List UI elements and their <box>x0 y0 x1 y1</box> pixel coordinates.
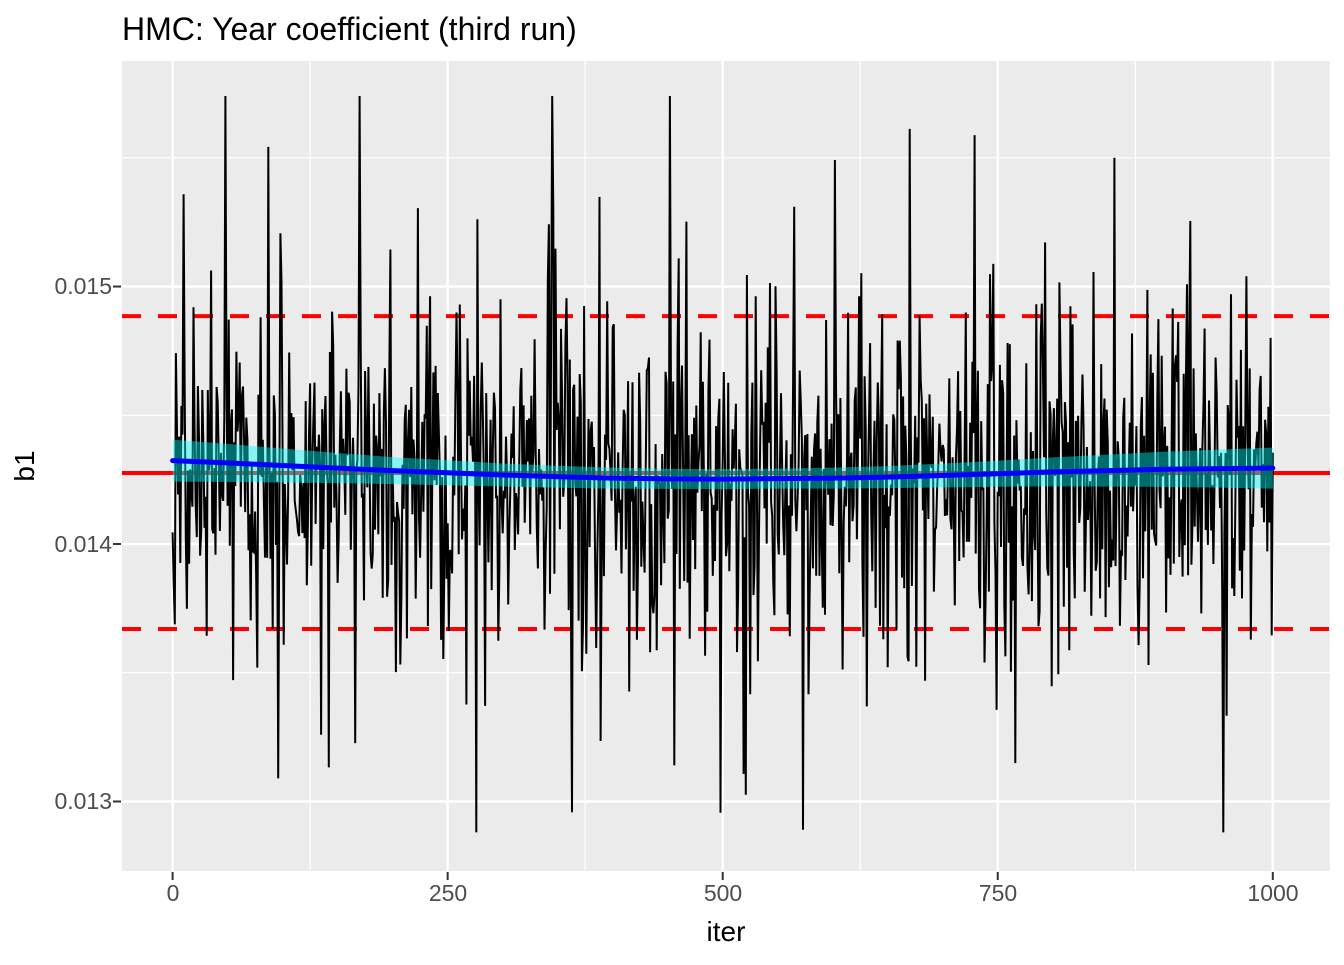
y-tick-label-0.014: 0.014 <box>54 531 112 557</box>
y-axis-title: b1 <box>9 450 40 481</box>
x-tick-label-1000: 1000 <box>1247 880 1298 906</box>
mcmc-trace-layer <box>171 95 1274 833</box>
smooth-confidence-ribbon <box>172 439 1273 490</box>
smooth-trend-layer <box>170 439 1276 490</box>
smooth-trend-line <box>170 458 1276 482</box>
y-tick-label-0.015: 0.015 <box>54 273 112 299</box>
x-tick-label-0: 0 <box>167 880 180 906</box>
x-tick-label-250: 250 <box>429 880 467 906</box>
axis-tick-layer <box>113 285 1274 880</box>
plot-title: HMC: Year coefficient (third run) <box>122 11 577 47</box>
x-tick-label-750: 750 <box>979 880 1017 906</box>
mcmc-trace-line <box>171 95 1274 833</box>
x-axis-title: iter <box>707 916 746 947</box>
x-tick-label-500: 500 <box>704 880 742 906</box>
y-tick-label-0.013: 0.013 <box>54 788 112 814</box>
